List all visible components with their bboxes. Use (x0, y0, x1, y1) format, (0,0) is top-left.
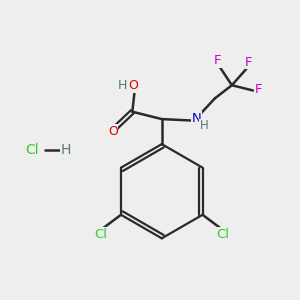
Text: O: O (108, 125, 118, 138)
Text: H: H (118, 79, 127, 92)
Text: N: N (192, 112, 201, 125)
Text: H: H (61, 143, 71, 157)
Text: Cl: Cl (217, 228, 230, 241)
Text: O: O (128, 79, 138, 92)
Text: F: F (214, 54, 221, 67)
Text: Cl: Cl (94, 228, 107, 241)
Text: H: H (200, 119, 208, 132)
Text: Cl: Cl (26, 143, 39, 157)
Text: F: F (245, 56, 253, 69)
Text: F: F (255, 83, 262, 96)
